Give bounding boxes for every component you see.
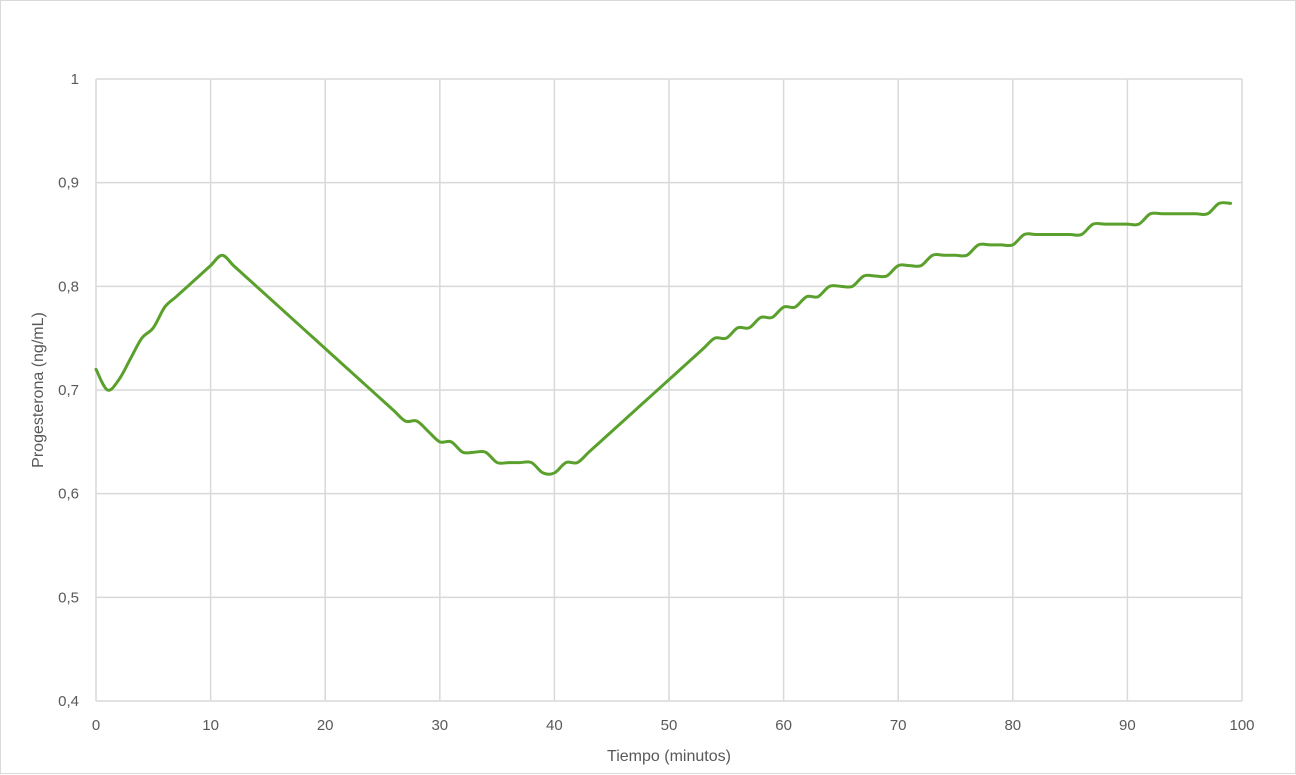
- y-tick-label: 0,7: [58, 382, 79, 399]
- y-tick-label: 1: [71, 71, 79, 88]
- y-axis-title: Progesterona (ng/mL): [30, 312, 47, 468]
- x-tick-label: 10: [202, 717, 219, 734]
- x-tick-label: 60: [775, 717, 792, 734]
- y-tick-label: 0,8: [58, 278, 79, 295]
- tick-labels: 0 10 20 30 40 50 60 70 80 90 100 0,4 0,5 0,6 0,7 0,8 0,9…: [58, 71, 1254, 734]
- x-tick-label: 70: [890, 717, 907, 734]
- x-tick-label: 0: [92, 717, 100, 734]
- x-tick-label: 50: [661, 717, 678, 734]
- progesterone-series-line: [94, 201, 1233, 476]
- x-tick-label: 40: [546, 717, 563, 734]
- y-tick-label: 0,6: [58, 486, 79, 503]
- x-tick-label: 100: [1229, 717, 1254, 734]
- gridlines: [95, 78, 1243, 702]
- y-tick-label: 0,4: [58, 693, 79, 710]
- y-tick-label: 0,5: [58, 589, 79, 606]
- x-tick-label: 90: [1119, 717, 1136, 734]
- x-tick-label: 20: [317, 717, 334, 734]
- x-tick-label: 30: [431, 717, 448, 734]
- y-tick-label: 0,9: [58, 175, 79, 192]
- x-tick-label: 80: [1004, 717, 1021, 734]
- x-axis-title: Tiempo (minutos): [607, 748, 731, 765]
